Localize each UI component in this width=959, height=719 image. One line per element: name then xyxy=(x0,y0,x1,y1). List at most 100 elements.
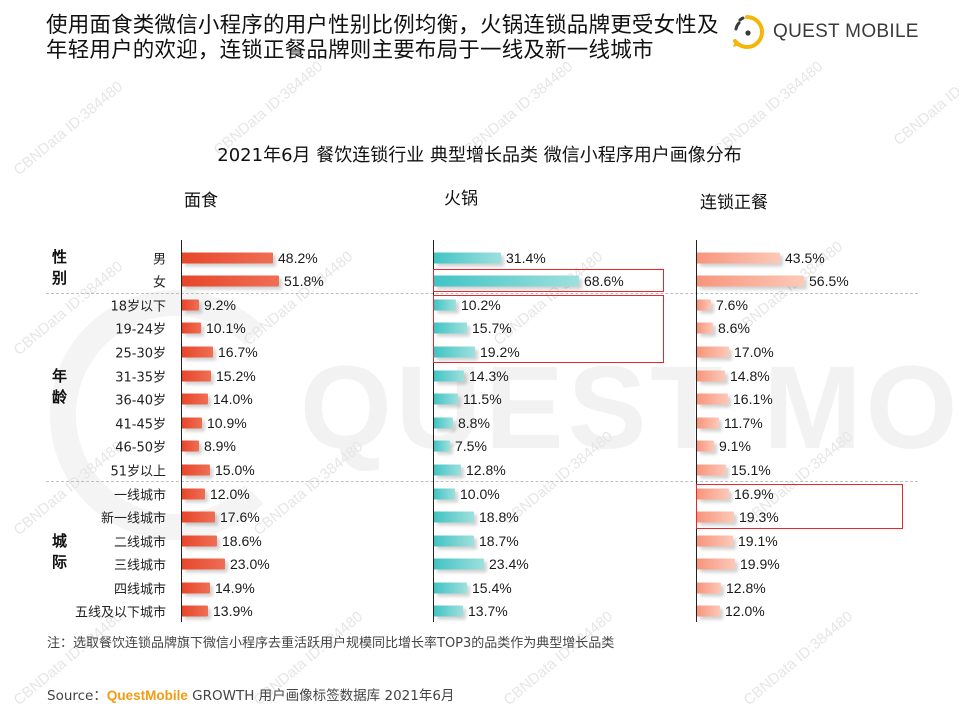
value-label-noodles: 48.2% xyxy=(278,250,318,266)
source-brand: QuestMobile xyxy=(106,688,188,703)
category-label: 46-50岁 xyxy=(115,440,166,456)
value-label-chain-dining: 19.3% xyxy=(739,509,779,525)
bar-chain-dining xyxy=(697,393,728,405)
bar-hotpot xyxy=(434,346,475,358)
group-label-age: 年龄 xyxy=(52,366,74,408)
bar-hotpot xyxy=(434,393,458,405)
value-label-chain-dining: 12.8% xyxy=(726,580,766,596)
bar-chain-dining xyxy=(697,511,734,523)
bar-chain-dining xyxy=(697,370,725,382)
bar-noodles xyxy=(182,370,211,382)
value-label-chain-dining: 56.5% xyxy=(809,273,849,289)
bar-noodles xyxy=(182,558,225,570)
bar-noodles xyxy=(182,464,210,476)
value-label-hotpot: 18.8% xyxy=(479,509,519,525)
bar-hotpot xyxy=(434,322,467,334)
value-label-noodles: 10.1% xyxy=(206,320,246,336)
footnote: 注：选取餐饮连锁品牌旗下微信小程序去重活跃用户规模同比增长率TOP3的品类作为典… xyxy=(47,636,615,651)
bar-noodles xyxy=(182,488,205,500)
bar-hotpot xyxy=(434,605,463,617)
value-label-noodles: 14.0% xyxy=(213,391,253,407)
group-label-text: 性别 xyxy=(52,248,68,287)
watermark-tag: CBNData ID:384480 xyxy=(890,48,959,149)
value-label-hotpot: 19.2% xyxy=(480,344,520,360)
watermark-tag: CBNData ID:384480 xyxy=(500,608,617,709)
value-label-noodles: 17.6% xyxy=(220,509,260,525)
bar-chain-dining xyxy=(697,488,729,500)
bar-hotpot xyxy=(434,299,456,311)
bar-hotpot xyxy=(434,464,461,476)
panel-title-noodles: 面食 xyxy=(184,191,218,211)
bar-hotpot xyxy=(434,370,464,382)
value-label-hotpot: 10.2% xyxy=(461,297,501,313)
value-label-chain-dining: 11.7% xyxy=(724,415,763,431)
bar-noodles xyxy=(182,393,208,405)
value-label-hotpot: 8.8% xyxy=(458,415,490,431)
category-label: 四线城市 xyxy=(113,582,166,598)
bar-noodles xyxy=(182,322,201,334)
separator-gender-age xyxy=(46,293,918,294)
group-label-city-tier: 城际 xyxy=(52,531,74,573)
source-rest: GROWTH 用户画像标签数据库 2021年6月 xyxy=(187,688,455,704)
bar-chain-dining xyxy=(697,299,711,311)
value-label-hotpot: 14.3% xyxy=(469,368,509,384)
source-prefix: Source： xyxy=(47,688,107,704)
value-label-chain-dining: 8.6% xyxy=(718,320,750,336)
watermark-logo-text: QUEST MOBILE xyxy=(300,342,959,474)
value-label-noodles: 18.6% xyxy=(222,533,262,549)
group-label-text: 年龄 xyxy=(52,367,68,406)
category-label: 19-24岁 xyxy=(115,322,166,338)
value-label-hotpot: 31.4% xyxy=(506,250,546,266)
value-label-noodles: 15.2% xyxy=(216,368,256,384)
bar-noodles xyxy=(182,275,279,287)
category-label: 18岁以下 xyxy=(110,299,166,315)
questmobile-logo: QUEST MOBILE xyxy=(727,14,919,50)
bar-noodles xyxy=(182,535,217,547)
value-label-chain-dining: 14.8% xyxy=(730,368,770,384)
axis-noodles xyxy=(181,240,183,622)
value-label-noodles: 51.8% xyxy=(284,273,324,289)
bar-chain-dining xyxy=(697,440,714,452)
value-label-chain-dining: 19.9% xyxy=(740,556,780,572)
value-label-chain-dining: 17.0% xyxy=(734,344,774,360)
value-label-noodles: 9.2% xyxy=(204,297,236,313)
bar-chain-dining xyxy=(697,252,780,264)
bar-chain-dining xyxy=(697,417,719,429)
category-label: 五线及以下城市 xyxy=(74,605,166,621)
separator-age-city xyxy=(46,481,918,482)
value-label-noodles: 10.9% xyxy=(207,415,247,431)
bar-hotpot xyxy=(434,252,501,264)
bar-hotpot xyxy=(434,511,474,523)
bar-hotpot xyxy=(434,582,467,594)
bar-noodles xyxy=(182,346,213,358)
bar-chain-dining xyxy=(697,275,804,287)
bar-noodles xyxy=(182,417,202,429)
value-label-hotpot: 10.0% xyxy=(460,486,500,502)
category-label: 三线城市 xyxy=(113,558,166,574)
category-label: 31-35岁 xyxy=(115,370,166,386)
value-label-noodles: 23.0% xyxy=(230,556,270,572)
category-label: 二线城市 xyxy=(113,535,166,551)
bar-chain-dining xyxy=(697,582,721,594)
value-label-chain-dining: 16.1% xyxy=(733,391,773,407)
bar-chain-dining xyxy=(697,322,713,334)
category-label: 36-40岁 xyxy=(115,393,166,409)
bar-hotpot xyxy=(434,440,450,452)
panel-title-hotpot: 火锅 xyxy=(444,189,478,209)
questmobile-logo-icon xyxy=(733,15,764,49)
bar-noodles xyxy=(182,605,208,617)
value-label-chain-dining: 15.1% xyxy=(731,462,771,478)
category-label: 女 xyxy=(152,275,166,291)
value-label-noodles: 14.9% xyxy=(215,580,255,596)
value-label-noodles: 8.9% xyxy=(204,438,236,454)
logo-text: QUEST MOBILE xyxy=(773,21,919,42)
value-label-chain-dining: 9.1% xyxy=(719,438,751,454)
value-label-chain-dining: 16.9% xyxy=(734,486,774,502)
value-label-hotpot: 15.4% xyxy=(472,580,512,596)
axis-hotpot xyxy=(433,240,435,622)
value-label-hotpot: 23.4% xyxy=(489,556,529,572)
bar-hotpot xyxy=(434,275,579,287)
bar-noodles xyxy=(182,511,215,523)
bar-noodles xyxy=(182,440,199,452)
bar-chain-dining xyxy=(697,535,733,547)
